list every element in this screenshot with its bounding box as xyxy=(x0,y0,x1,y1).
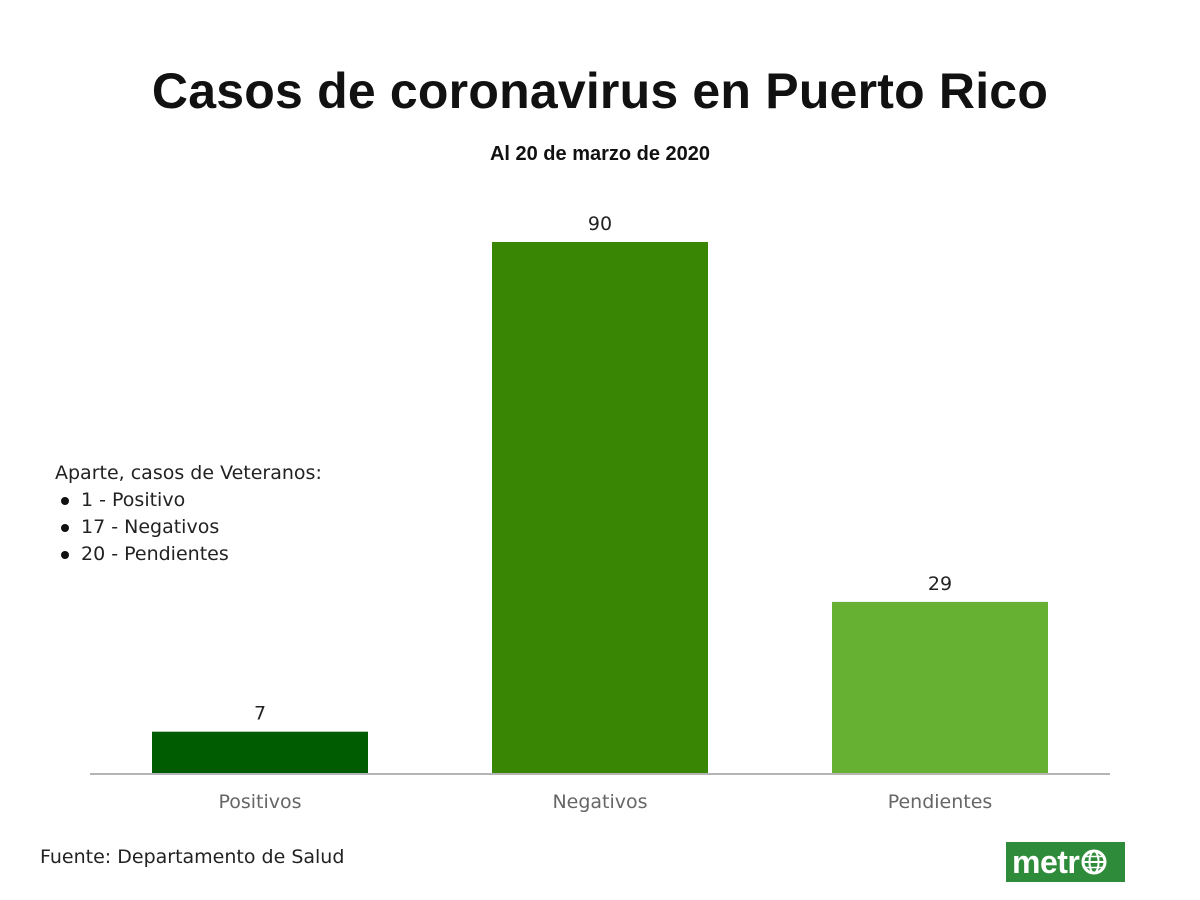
tick-label-negativos: Negativos xyxy=(552,791,647,813)
list-item: 17 - Negativos xyxy=(55,514,322,541)
bullet-icon xyxy=(61,524,69,532)
veterans-note-heading: Aparte, casos de Veteranos: xyxy=(55,462,322,484)
list-item: 1 - Positivo xyxy=(55,487,322,514)
metro-logo: metr xyxy=(1006,842,1125,882)
list-item: 20 - Pendientes xyxy=(55,541,322,568)
bar-pendientes xyxy=(832,601,1048,773)
veterans-note: Aparte, casos de Veteranos: 1 - Positivo… xyxy=(55,460,322,568)
logo-text: metr xyxy=(1012,844,1080,880)
list-item-text: 17 - Negativos xyxy=(81,516,220,538)
bar-negativos xyxy=(492,242,708,773)
bars-group xyxy=(152,242,1048,773)
tick-label-pendientes: Pendientes xyxy=(888,791,993,813)
bullet-icon xyxy=(61,497,69,505)
source-note: Fuente: Departamento de Salud xyxy=(40,846,345,868)
value-label-positivos: 7 xyxy=(254,703,266,725)
value-labels-group: 7 90 29 xyxy=(254,213,952,725)
list-item-text: 20 - Pendientes xyxy=(81,543,229,565)
tick-label-positivos: Positivos xyxy=(218,791,301,813)
list-item-text: 1 - Positivo xyxy=(81,489,186,511)
veterans-note-list: 1 - Positivo 17 - Negativos 20 - Pendien… xyxy=(55,487,322,568)
tick-labels-group: Positivos Negativos Pendientes xyxy=(218,791,992,813)
value-label-pendientes: 29 xyxy=(928,573,952,595)
chart-title: Casos de coronavirus en Puerto Rico xyxy=(151,63,1049,119)
bullet-icon xyxy=(61,551,69,559)
chart-subtitle: Al 20 de marzo de 2020 xyxy=(489,143,711,165)
value-label-negativos: 90 xyxy=(588,213,612,235)
globe-icon xyxy=(1081,849,1107,875)
bar-positivos xyxy=(152,731,368,773)
